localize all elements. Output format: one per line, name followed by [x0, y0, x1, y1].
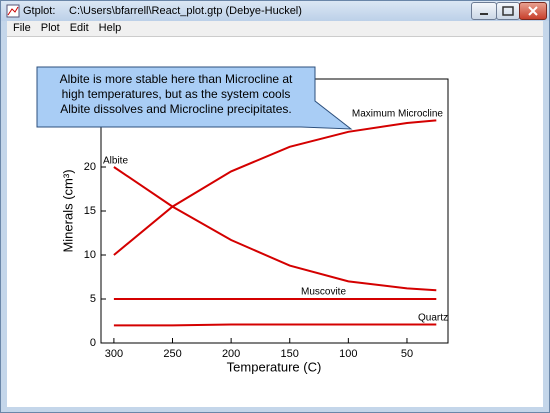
series-label: Muscovite	[301, 287, 346, 298]
series-line	[113, 119, 437, 256]
y-axis-label: Minerals (cm³)	[60, 169, 75, 252]
x-tick-label: 150	[281, 348, 299, 360]
callout-box	[36, 66, 353, 130]
app-name: Gtplot:	[23, 5, 56, 17]
x-tick-label: 100	[339, 348, 357, 360]
y-tick-label: 0	[90, 337, 96, 349]
menu-item[interactable]: Plot	[40, 22, 60, 34]
menu-bar: File Plot Edit Help	[7, 21, 543, 36]
callout-line: Albite dissolves and Microcline precipit…	[60, 102, 291, 116]
series-label: Albite	[103, 156, 128, 167]
x-tick-label: 300	[105, 348, 123, 360]
x-tick-label: 200	[222, 348, 240, 360]
menu-item[interactable]: Edit	[69, 22, 89, 34]
title-bar: Gtplot: C:\Users\bfarrell\React_plot.gtp…	[1, 1, 549, 21]
y-tick-label: 20	[84, 161, 96, 173]
series-line	[113, 323, 437, 327]
series-label: Maximum Microcline	[352, 109, 444, 120]
file-path: C:\Users\bfarrell\React_plot.gtp (Debye-…	[69, 5, 302, 17]
callout-line: high temperatures, but as the system coo…	[62, 87, 291, 101]
series-label: Quartz	[418, 313, 448, 324]
x-tick-label: 50	[401, 348, 413, 360]
x-tick-label: 250	[163, 348, 181, 360]
series-line	[113, 166, 437, 292]
menu-item[interactable]: Help	[98, 22, 122, 34]
app-icon	[6, 4, 20, 18]
x-axis-label: Temperature (C)	[227, 359, 322, 374]
close-button[interactable]	[519, 2, 547, 20]
y-tick-label: 5	[90, 293, 96, 305]
y-tick-label: 15	[84, 205, 96, 217]
y-tick-label: 10	[84, 249, 96, 261]
menu-item[interactable]: File	[13, 22, 31, 34]
callout-line: Albite is more stable here than Microcli…	[60, 72, 293, 86]
